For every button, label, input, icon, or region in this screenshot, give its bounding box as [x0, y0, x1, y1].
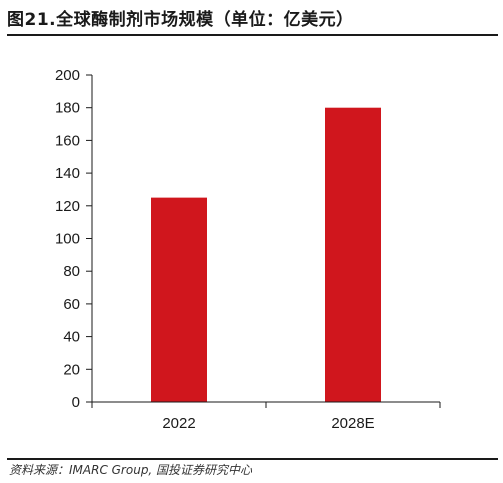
y-tick-label: 160 — [55, 132, 80, 149]
x-tick-label: 2028E — [331, 415, 374, 432]
bar-2028E — [325, 107, 381, 402]
y-tick-label: 40 — [63, 329, 80, 346]
y-axis: 0 20 40 60 80 100 120 140 160 180 200 — [55, 67, 92, 411]
y-tick-label: 20 — [63, 361, 80, 378]
bar-chart: 0 20 40 60 80 100 120 140 160 180 200 2022 2028E — [55, 67, 441, 432]
x-tick-label: 2022 — [162, 415, 195, 432]
title-rule — [7, 34, 498, 36]
axes — [91, 75, 440, 403]
y-tick-label: 60 — [63, 296, 80, 313]
y-tick-label: 0 — [72, 394, 80, 411]
y-tick-label: 140 — [55, 165, 80, 182]
figure-title: 图21.全球酶制剂市场规模（单位：亿美元） — [7, 10, 354, 30]
y-tick-label: 80 — [63, 263, 80, 280]
y-tick-label: 120 — [55, 198, 80, 215]
bar-2022 — [151, 197, 207, 402]
x-axis: 2022 2028E — [91, 402, 441, 432]
source-note: 资料来源：IMARC Group, 国投证券研究中心 — [9, 463, 253, 477]
source-rule — [7, 458, 498, 460]
y-tick-label: 100 — [55, 231, 80, 248]
bars — [151, 107, 381, 402]
y-tick-label: 180 — [55, 100, 80, 117]
y-tick-label: 200 — [55, 67, 80, 84]
